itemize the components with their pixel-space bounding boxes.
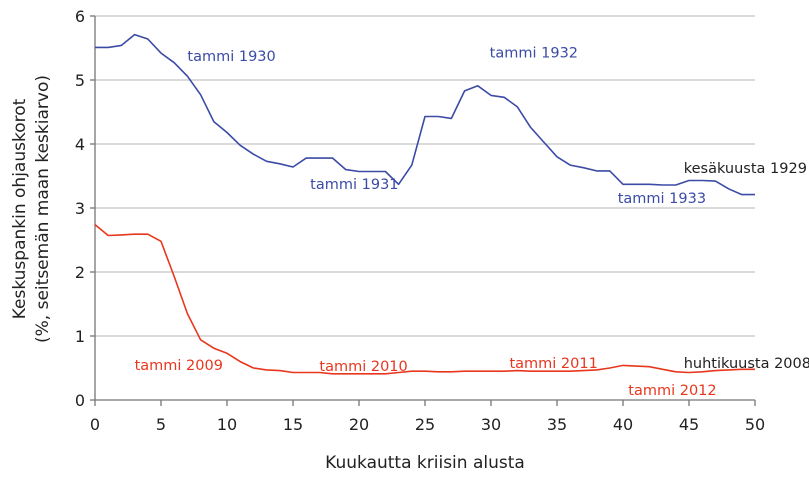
y-tick-label: 5 (75, 71, 85, 90)
x-tick-label: 40 (613, 415, 633, 434)
annotation-label: tammi 1930 (187, 49, 275, 65)
y-axis-label-line2: (%, seitsemän maan keskiarvo) (33, 75, 53, 343)
x-tick-label: 50 (745, 415, 765, 434)
x-tick-label: 30 (481, 415, 501, 434)
annotation-label: tammi 2009 (135, 358, 223, 374)
y-tick-label: 3 (75, 199, 85, 218)
y-tick-label: 1 (75, 327, 85, 346)
annotation-label: tammi 1931 (310, 177, 398, 193)
x-tick-label: 35 (547, 415, 567, 434)
x-tick-label: 0 (90, 415, 100, 434)
y-axis-label-line1: Keskuspankin ohjauskorot (10, 98, 30, 319)
x-tick-label: 45 (679, 415, 699, 434)
x-tick-label: 10 (217, 415, 237, 434)
annotation-label: tammi 1932 (490, 46, 578, 62)
annotation-label: tammi 2011 (509, 356, 597, 372)
x-tick-label: 20 (349, 415, 369, 434)
x-tick-label: 25 (415, 415, 435, 434)
series-line-0 (95, 33, 755, 196)
annotations: tammi 1930 tammi 1931 tammi 1932 tammi 1933… (135, 46, 809, 399)
series-line-1 (94, 223, 755, 375)
x-tick-label: 15 (283, 415, 303, 434)
y-tick-label: 0 (75, 391, 85, 410)
annotation-label: huhtikuusta 2008 (684, 356, 809, 372)
y-tick-label: 2 (75, 263, 85, 282)
annotation-label: tammi 2010 (319, 359, 407, 375)
grid (95, 15, 755, 337)
y-tick-label: 4 (75, 135, 85, 154)
x-axis-label: Kuukautta kriisin alusta (325, 453, 525, 473)
y-tick-label: 6 (75, 7, 85, 26)
series-lines (94, 33, 755, 375)
x-tick-label: 5 (156, 415, 166, 434)
annotation-label: tammi 1933 (618, 191, 706, 207)
annotation-label: kesäkuusta 1929 (684, 161, 807, 177)
annotation-label: tammi 2012 (628, 383, 716, 399)
